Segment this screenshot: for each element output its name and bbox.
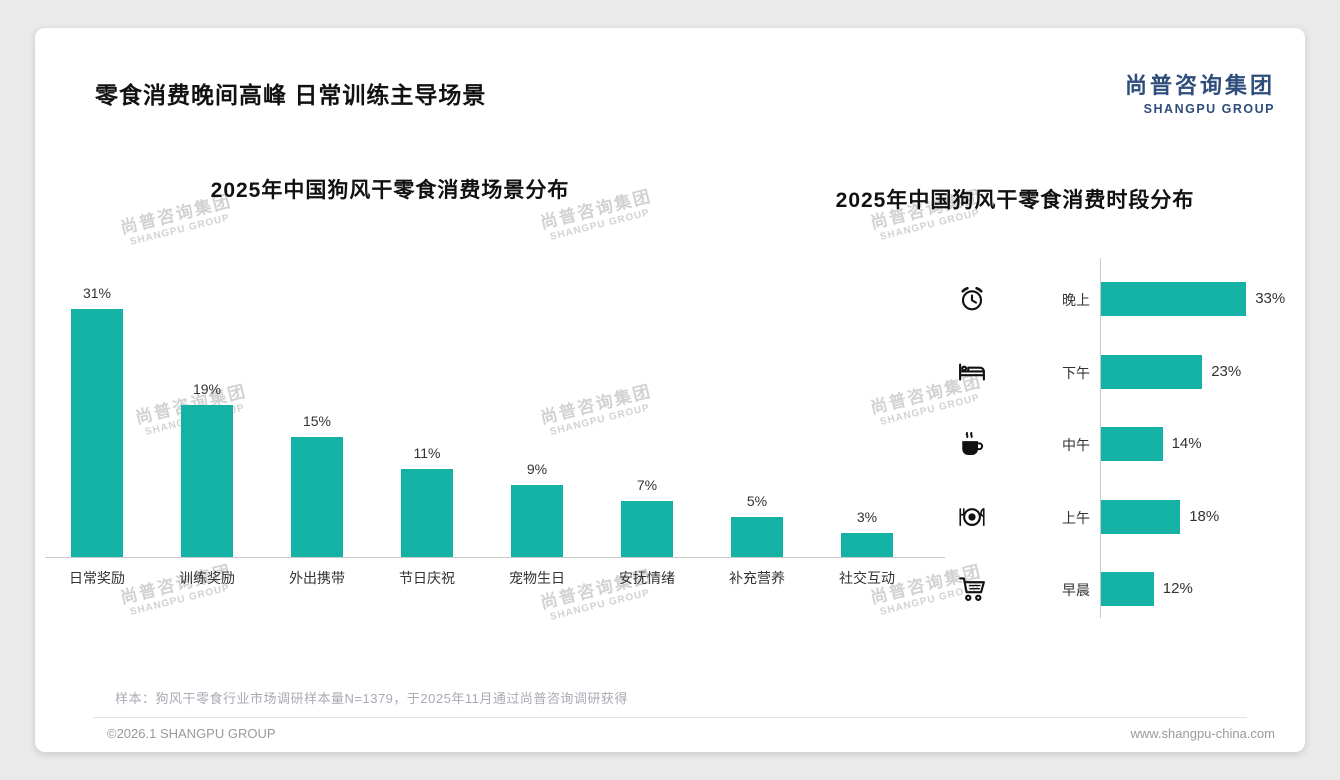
bar <box>71 309 123 557</box>
time-label: 上午 <box>1062 510 1090 526</box>
bar-value-label: 7% <box>636 477 658 493</box>
bar <box>621 501 673 557</box>
slide-content: 零食消费晚间高峰 日常训练主导场景 尚普咨询集团 SHANGPU GROUP 2… <box>35 28 1305 752</box>
cart-icon <box>957 574 987 604</box>
bar-value-label: 3% <box>856 509 878 525</box>
bar-value-label: 12% <box>1162 580 1193 597</box>
time-label: 早晨 <box>1062 582 1090 598</box>
bar-value-label: 19% <box>192 381 222 397</box>
company-logo: 尚普咨询集团 SHANGPU GROUP <box>1125 68 1275 116</box>
bar-value-label: 18% <box>1189 508 1220 525</box>
bar <box>181 405 233 557</box>
category-label: 日常奖励 <box>69 570 125 586</box>
bar-value-label: 11% <box>413 445 441 461</box>
bar <box>1101 355 1203 389</box>
logo-cn-text: 尚普咨询集团 <box>1124 73 1275 98</box>
time-label: 中午 <box>1062 437 1090 453</box>
bar-value-label: 23% <box>1211 363 1242 380</box>
bar <box>1101 500 1181 534</box>
bar <box>1101 572 1154 606</box>
x-axis-line <box>45 557 945 558</box>
bed-icon <box>957 357 987 387</box>
category-label: 社交互动 <box>839 570 895 586</box>
bar <box>511 485 563 557</box>
website-url: www.shangpu-china.com <box>1130 726 1275 741</box>
bar <box>1101 427 1163 461</box>
alarm-clock-icon <box>957 284 987 314</box>
bar-value-label: 9% <box>526 461 548 477</box>
bar <box>731 517 783 557</box>
bar-value-label: 14% <box>1171 435 1202 452</box>
time-chart-title: 2025年中国狗风干零食消费时段分布 <box>835 189 1195 212</box>
bar <box>1101 282 1247 316</box>
bar <box>291 437 343 557</box>
bar-value-label: 33% <box>1255 290 1286 307</box>
logo-en-text: SHANGPU GROUP <box>1143 102 1275 116</box>
category-label: 安抚情绪 <box>619 570 675 586</box>
bar-value-label: 5% <box>746 493 768 509</box>
page-title: 零食消费晚间高峰 日常训练主导场景 <box>95 82 487 108</box>
copyright-text: ©2026.1 SHANGPU GROUP <box>107 726 276 741</box>
y-axis-line <box>1100 258 1101 618</box>
category-label: 宠物生日 <box>509 570 565 586</box>
time-label: 下午 <box>1062 365 1090 381</box>
bar <box>841 533 893 557</box>
dining-icon <box>957 502 987 532</box>
coffee-icon <box>957 429 987 459</box>
footer-divider <box>93 717 1247 718</box>
category-label: 补充营养 <box>729 570 785 586</box>
sample-note: 样本：狗风干零食行业市场调研样本量N=1379，于2025年11月通过尚普咨询调… <box>115 691 628 706</box>
bar <box>401 469 453 557</box>
category-label: 外出携带 <box>289 570 345 586</box>
bar-value-label: 15% <box>302 413 332 429</box>
category-label: 训练奖励 <box>179 570 235 586</box>
slide-card: 尚普咨询集团 SHANGPU GROUP 尚普咨询集团 SHANGPU GROUP 尚普… <box>35 28 1305 752</box>
category-label: 节日庆祝 <box>399 570 455 586</box>
bar-value-label: 31% <box>82 285 112 301</box>
time-label: 晚上 <box>1062 292 1090 308</box>
scenario-chart-title: 2025年中国狗风干零食消费场景分布 <box>210 179 570 202</box>
